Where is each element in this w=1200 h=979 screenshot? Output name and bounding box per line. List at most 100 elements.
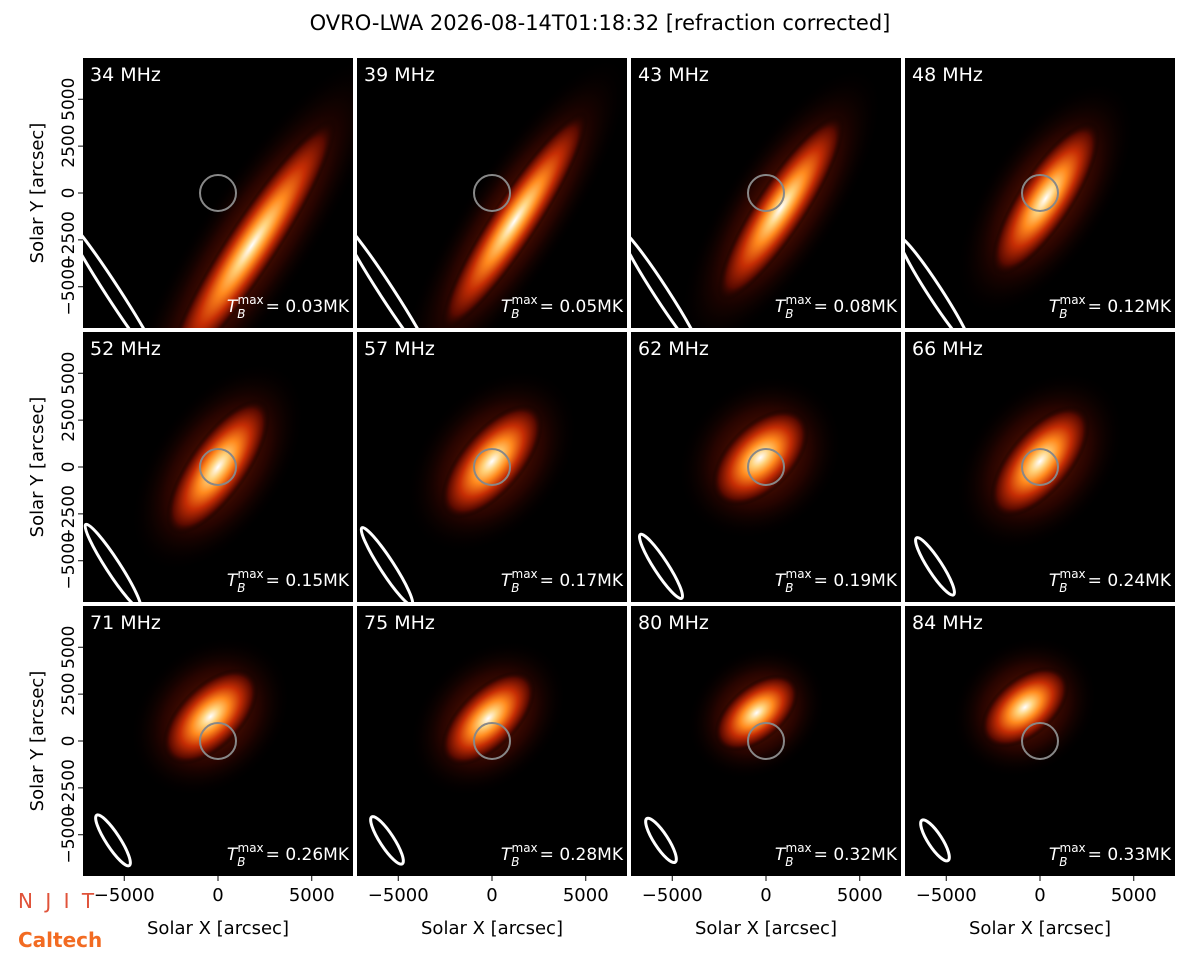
tmax-annotation: TBmax = 0.17MK (501, 567, 624, 595)
beam (83, 215, 164, 328)
tmax-sup: max (786, 293, 812, 307)
tmax-sup: max (238, 841, 264, 855)
beam (644, 816, 678, 865)
x-axis-label: Solar X [arcsec] (695, 918, 837, 939)
solar-disk (1021, 722, 1059, 760)
tmax-symbol: T (227, 845, 239, 865)
beam (637, 532, 685, 600)
tmax-sup: max (512, 841, 538, 855)
panel: 39 MHz TBmax = 0.05MK (357, 58, 627, 328)
solar-disk (747, 448, 785, 486)
tmax-sub: B (1059, 581, 1067, 595)
panel-image (83, 58, 353, 328)
tmax-sub: B (785, 855, 793, 869)
tmax-sub: B (511, 855, 519, 869)
solar-disk (199, 722, 237, 760)
y-tick-label: 5000 (59, 78, 79, 121)
y-tick-label: 5000 (59, 626, 79, 669)
beam (631, 227, 704, 328)
beam (905, 235, 973, 328)
y-tick-label: −2500 (59, 485, 79, 543)
x-axis-label: Solar X [arcsec] (421, 918, 563, 939)
tmax-sub: B (237, 307, 245, 321)
x-tick-label: −5000 (368, 885, 429, 906)
y-tick-label: −2500 (59, 759, 79, 817)
y-tick-label: 2500 (59, 672, 79, 715)
beam (919, 818, 951, 863)
emission (167, 118, 337, 328)
emission (714, 674, 799, 752)
y-tick-label: 0 (59, 462, 79, 473)
frequency-label: 62 MHz (638, 338, 709, 360)
solar-disk (199, 174, 237, 212)
frequency-label: 80 MHz (638, 612, 709, 634)
beam (83, 522, 143, 602)
panel-image (83, 332, 353, 602)
panel-image (905, 58, 1175, 328)
tmax-symbol: T (775, 297, 787, 317)
tmax-value: = 0.17MK (540, 571, 624, 591)
logo-njit: N J I T (18, 889, 97, 913)
tmax-sup: max (786, 841, 812, 855)
beam (369, 815, 405, 866)
tmax-sub: B (1059, 855, 1067, 869)
tmax-sub: B (785, 307, 793, 321)
tmax-value: = 0.24MK (1088, 571, 1172, 591)
tmax-symbol: T (775, 845, 787, 865)
tmax-annotation: TBmax = 0.32MK (775, 841, 898, 869)
emission (440, 403, 544, 519)
frequency-label: 75 MHz (364, 612, 435, 634)
emission (991, 121, 1100, 276)
x-tick-label: 0 (212, 885, 223, 906)
panel-image (357, 606, 627, 876)
tmax-symbol: T (501, 845, 513, 865)
x-axis-label: Solar X [arcsec] (147, 918, 289, 939)
frequency-label: 34 MHz (90, 64, 161, 86)
panel-image (83, 606, 353, 876)
tmax-symbol: T (1049, 297, 1061, 317)
x-tick-label: 0 (1034, 885, 1045, 906)
tmax-sub: B (1059, 307, 1067, 321)
frequency-label: 57 MHz (364, 338, 435, 360)
emission (717, 114, 845, 302)
emission (162, 668, 259, 765)
tmax-annotation: TBmax = 0.08MK (775, 293, 898, 321)
frequency-label: 48 MHz (912, 64, 983, 86)
x-tick-label: 0 (760, 885, 771, 906)
tmax-annotation: TBmax = 0.05MK (501, 293, 624, 321)
frequency-label: 71 MHz (90, 612, 161, 634)
panel-image (357, 58, 627, 328)
tmax-sup: max (1060, 567, 1086, 581)
emission (989, 405, 1091, 518)
frequency-label: 43 MHz (638, 64, 709, 86)
tmax-sub: B (785, 581, 793, 595)
y-axis-label: Solar Y [arcsec] (27, 671, 48, 812)
x-tick-label: 5000 (837, 885, 883, 906)
tmax-symbol: T (1049, 845, 1061, 865)
tmax-annotation: TBmax = 0.12MK (1049, 293, 1172, 321)
y-tick-label: −5000 (59, 806, 79, 864)
tmax-value: = 0.03MK (266, 297, 350, 317)
tmax-value: = 0.19MK (814, 571, 898, 591)
solar-disk (1021, 448, 1059, 486)
tmax-sup: max (512, 293, 538, 307)
tmax-sup: max (238, 293, 264, 307)
panel: 48 MHz TBmax = 0.12MK (905, 58, 1175, 328)
panel: 34 MHz TBmax = 0.03MK −5000−2500 0 2500 5000 So… (27, 58, 353, 328)
frequency-label: 66 MHz (912, 338, 983, 360)
tmax-value: = 0.26MK (266, 845, 350, 865)
tmax-value: = 0.08MK (814, 297, 898, 317)
tmax-annotation: TBmax = 0.33MK (1049, 841, 1172, 869)
solar-disk (747, 174, 785, 212)
x-tick-label: 5000 (289, 885, 335, 906)
tmax-sub: B (237, 855, 245, 869)
tmax-value: = 0.28MK (540, 845, 624, 865)
x-tick-label: −5000 (642, 885, 703, 906)
frequency-label: 52 MHz (90, 338, 161, 360)
tmax-annotation: TBmax = 0.28MK (501, 841, 624, 869)
tmax-sub: B (511, 581, 519, 595)
